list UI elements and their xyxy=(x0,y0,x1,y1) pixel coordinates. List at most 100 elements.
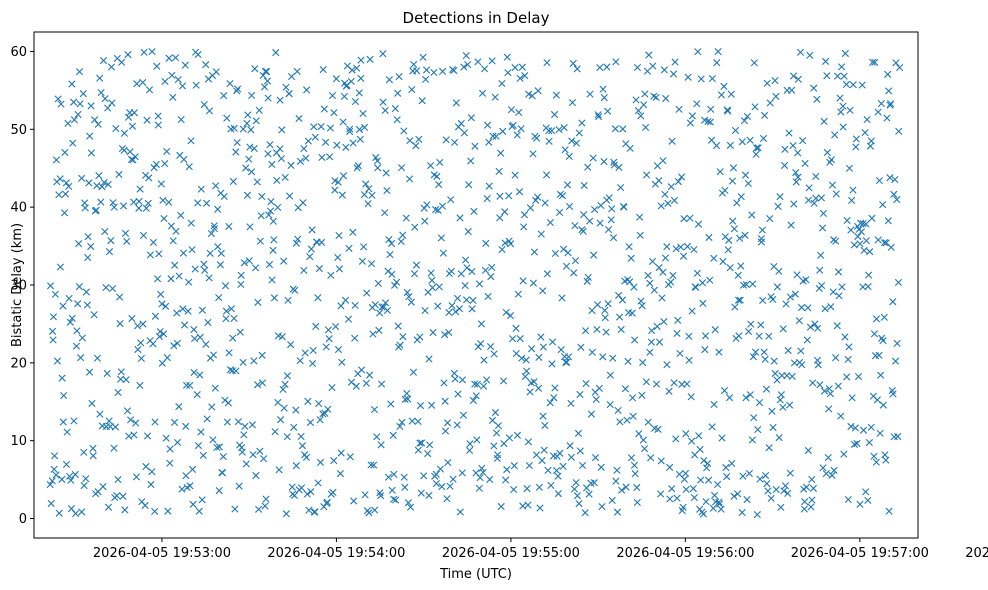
data-point xyxy=(852,135,860,143)
data-point xyxy=(334,178,342,186)
data-point xyxy=(863,115,871,124)
data-point xyxy=(537,230,545,238)
data-point xyxy=(269,246,277,254)
data-point xyxy=(383,306,391,314)
data-point xyxy=(828,181,837,189)
data-point xyxy=(536,504,544,512)
data-point xyxy=(130,431,138,439)
data-point xyxy=(581,509,589,517)
data-point xyxy=(74,110,82,119)
data-point xyxy=(303,490,311,498)
data-point xyxy=(281,173,289,182)
data-point xyxy=(573,492,582,500)
data-point xyxy=(619,125,627,133)
data-point xyxy=(443,419,452,427)
data-point xyxy=(648,257,657,266)
data-point xyxy=(894,432,902,441)
data-point xyxy=(322,138,330,146)
data-point xyxy=(763,79,771,87)
data-point xyxy=(867,137,875,145)
data-point xyxy=(147,480,155,489)
data-point xyxy=(644,418,652,426)
data-point xyxy=(203,415,211,423)
data-point xyxy=(387,239,396,248)
data-point xyxy=(620,203,628,211)
data-point xyxy=(466,440,474,448)
data-point xyxy=(415,135,423,143)
data-point xyxy=(486,475,494,484)
data-point xyxy=(794,173,802,181)
data-point xyxy=(365,185,373,193)
data-point xyxy=(574,429,583,437)
data-point xyxy=(545,137,553,145)
data-point xyxy=(760,111,769,120)
data-point xyxy=(462,256,470,264)
data-point xyxy=(308,226,316,234)
data-point xyxy=(207,230,215,238)
data-point xyxy=(390,470,398,478)
data-point xyxy=(524,438,532,446)
data-point xyxy=(886,174,894,182)
data-point xyxy=(245,257,253,265)
data-point xyxy=(559,245,568,253)
data-point xyxy=(624,357,632,365)
data-point xyxy=(150,164,158,172)
data-point xyxy=(723,473,731,481)
data-point xyxy=(474,58,482,66)
data-point xyxy=(631,336,639,344)
data-point xyxy=(709,504,717,512)
data-point xyxy=(114,475,122,484)
data-point xyxy=(460,129,469,137)
data-point xyxy=(471,380,479,388)
data-point xyxy=(809,484,817,492)
data-point xyxy=(391,281,399,289)
data-point xyxy=(438,202,447,210)
data-point xyxy=(432,206,440,214)
data-point xyxy=(270,294,278,302)
data-point xyxy=(151,418,159,426)
data-point xyxy=(684,73,692,81)
data-point xyxy=(149,238,157,247)
data-point xyxy=(781,145,789,153)
data-point xyxy=(451,138,459,147)
data-point xyxy=(690,493,698,502)
data-point xyxy=(409,368,418,376)
data-point xyxy=(520,223,528,231)
data-point xyxy=(546,218,554,227)
data-point xyxy=(296,157,304,165)
data-point xyxy=(869,58,877,66)
data-point xyxy=(412,261,421,269)
data-point xyxy=(580,211,588,219)
data-point xyxy=(494,451,502,459)
data-point xyxy=(347,378,356,386)
data-point xyxy=(61,148,69,157)
data-point xyxy=(139,231,148,240)
data-point xyxy=(595,113,603,121)
data-point xyxy=(698,279,707,287)
data-point xyxy=(401,395,409,404)
data-point xyxy=(365,371,374,379)
data-point xyxy=(403,389,411,398)
data-point xyxy=(433,172,441,180)
data-point xyxy=(428,401,436,409)
data-point xyxy=(168,71,176,79)
data-point xyxy=(438,483,446,491)
data-point xyxy=(74,300,82,308)
data-point xyxy=(558,294,566,302)
data-point xyxy=(891,175,899,184)
data-point xyxy=(727,90,735,98)
data-point xyxy=(750,59,758,67)
data-point xyxy=(87,102,95,110)
data-point xyxy=(617,325,625,334)
data-point xyxy=(786,401,794,409)
data-point xyxy=(254,298,262,306)
data-point xyxy=(563,358,571,366)
data-point xyxy=(601,306,609,314)
data-point xyxy=(697,476,705,484)
data-point xyxy=(187,219,195,227)
data-point xyxy=(170,418,179,426)
data-point xyxy=(292,462,300,470)
data-point xyxy=(291,286,299,294)
data-point xyxy=(484,292,492,301)
data-point xyxy=(738,138,746,146)
